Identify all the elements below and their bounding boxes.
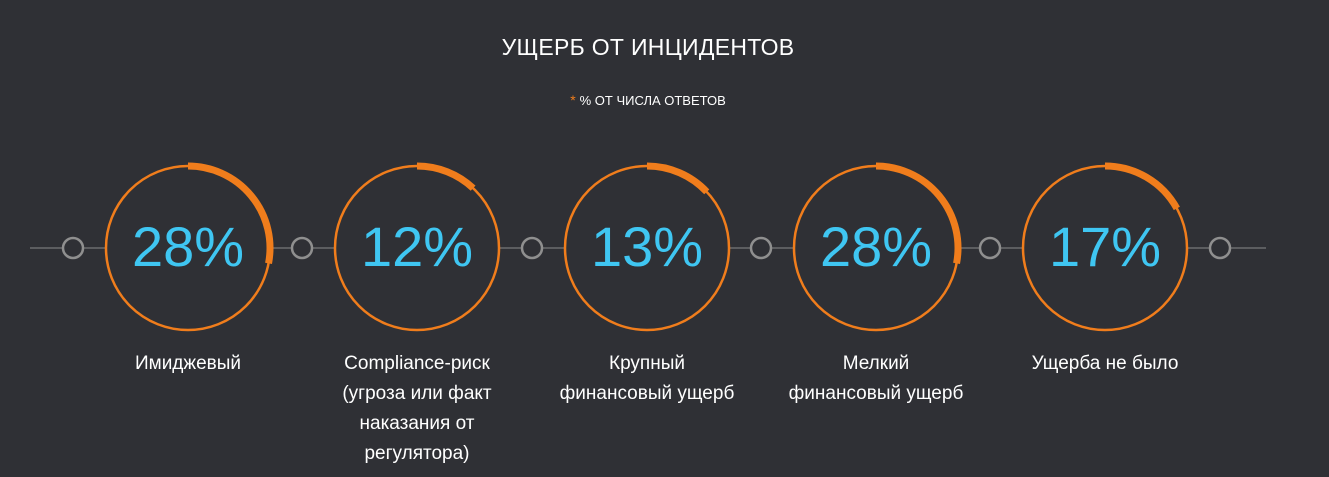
connector-node-2 [290, 236, 314, 260]
connector-node-6 [1208, 236, 1232, 260]
connector-node-4 [749, 236, 773, 260]
category-label-line: наказания от [359, 413, 475, 434]
asterisk-icon: * [570, 92, 576, 108]
value-arc-1 [187, 162, 274, 265]
connector-node-3 [520, 236, 544, 260]
category-label-3: Крупный финансовый ущерб [547, 349, 747, 409]
value-arc-5 [1104, 162, 1180, 211]
category-label-1: Имиджевый [88, 349, 288, 379]
connector-node-5 [978, 236, 1002, 260]
chart-subtitle: *% ОТ ЧИСЛА ОТВЕТОВ [0, 92, 1296, 108]
connector-node-1 [61, 236, 85, 260]
category-label-line: Крупный [609, 353, 685, 374]
category-label-2: Compliance-риск (угроза или факт наказания… [317, 349, 517, 469]
value-arc-2 [416, 162, 476, 191]
category-label-4: Мелкий финансовый ущерб [776, 349, 976, 409]
category-label-line: финансовый ущерб [788, 383, 964, 404]
value-label-4: 28% [820, 215, 932, 278]
category-label-line: Compliance-риск [344, 353, 490, 374]
category-label-line: Мелкий [842, 353, 910, 374]
subtitle-text: % ОТ ЧИСЛА ОТВЕТОВ [579, 93, 726, 108]
value-label-1: 28% [132, 215, 244, 278]
value-arc-3 [646, 162, 710, 195]
chart-title: УЩЕРБ ОТ ИНЦИДЕНТОВ [501, 34, 795, 60]
value-arc-4 [875, 162, 962, 265]
value-label-2: 12% [361, 215, 473, 278]
category-label-line: (угроза или факт [342, 383, 492, 404]
category-label-line: Имиджевый [134, 353, 242, 374]
value-label-5: 17% [1049, 215, 1161, 278]
category-label-line: регулятора) [364, 443, 470, 464]
category-label-line: Ущерба не было [1031, 353, 1179, 374]
category-label-line: финансовый ущерб [559, 383, 735, 404]
value-label-3: 13% [591, 215, 703, 278]
category-label-5: Ущерба не было [1005, 349, 1205, 379]
